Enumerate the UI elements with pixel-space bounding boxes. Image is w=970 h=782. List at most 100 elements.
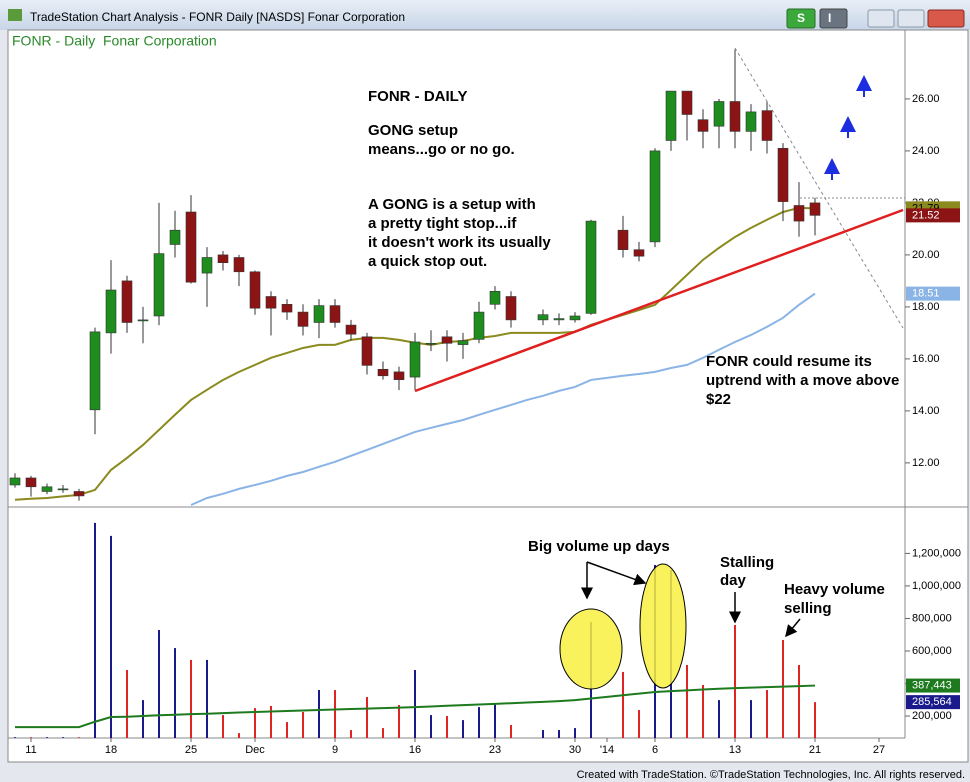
candle-body (441, 336, 453, 344)
y-tick-label: 18.00 (912, 301, 940, 313)
candle-body (537, 314, 549, 321)
candle-body (425, 342, 437, 345)
candle-body (121, 280, 133, 323)
arrow (785, 618, 801, 638)
x-tick-label: 16 (409, 744, 421, 756)
x-tick-label: 30 (569, 744, 581, 756)
candle-body (745, 111, 757, 132)
annotation: a quick stop out. (368, 253, 487, 270)
candle-body (57, 488, 69, 491)
candle-body (761, 110, 773, 141)
button-label[interactable]: S (797, 11, 805, 25)
candle-body (169, 229, 181, 245)
candle-body (297, 311, 309, 327)
candle-body (489, 290, 501, 305)
candle-body (729, 101, 741, 132)
x-tick-label: '14 (600, 744, 614, 756)
y-tick-label: 200,000 (912, 710, 952, 722)
candle-body (553, 318, 565, 321)
x-tick-label: 27 (873, 744, 885, 756)
candle-body (9, 477, 21, 486)
annotation: Heavy volume (784, 581, 885, 598)
last-value-box (906, 695, 960, 710)
trend-line (734, 47, 904, 329)
candle-body (185, 211, 197, 283)
annotation: uptrend with a move above (706, 372, 899, 389)
candle-body (265, 296, 277, 309)
minimize-button[interactable] (867, 9, 895, 28)
restore-button[interactable] (897, 9, 925, 28)
candle-body (633, 249, 645, 257)
candle-body (377, 368, 389, 377)
y-tick-label: 26.00 (912, 93, 940, 105)
last-value-box (906, 678, 960, 693)
candle-body (41, 486, 53, 492)
candle-body (649, 150, 661, 243)
candle-body (409, 341, 421, 378)
last-value-label: 387,443 (912, 679, 952, 691)
y-tick-label: 20.00 (912, 249, 940, 261)
y-tick-label: 1,200,000 (912, 547, 961, 559)
highlight (639, 563, 687, 689)
y-tick-label: 16.00 (912, 353, 940, 365)
close-button[interactable] (927, 9, 965, 28)
last-value-box (906, 286, 960, 301)
last-value-label: 21.52 (912, 209, 940, 221)
candle-body (617, 229, 629, 250)
footer: Created with TradeStation. ©TradeStation… (577, 769, 965, 781)
x-tick-label: 21 (809, 744, 821, 756)
candle-body (217, 254, 229, 263)
candle-body (697, 119, 709, 132)
button[interactable] (786, 8, 816, 29)
x-tick-label: 13 (729, 744, 741, 756)
trend-line (414, 208, 904, 393)
candle-body (665, 90, 677, 141)
annotation: $22 (706, 391, 731, 408)
candle-body (713, 101, 725, 127)
x-tick-label: Dec (245, 744, 265, 756)
annotation: a pretty tight stop...if (368, 215, 517, 232)
candle-body (777, 147, 789, 202)
annotation: means...go or no go. (368, 141, 515, 158)
candle-body (137, 319, 149, 322)
candle-body (585, 220, 597, 314)
candle-body (153, 253, 165, 317)
x-tick-label: 11 (25, 744, 36, 756)
y-tick-label: 14.00 (912, 405, 940, 417)
app-icon (8, 9, 22, 21)
candle-body (345, 324, 357, 335)
x-tick-label: 9 (332, 744, 338, 756)
annotation: FONR could resume its (706, 353, 872, 370)
candle-body (73, 491, 85, 497)
button[interactable] (819, 8, 848, 29)
candle-body (361, 336, 373, 366)
candle-body (25, 477, 37, 488)
candle-body (281, 303, 293, 313)
y-tick-label: 24.00 (912, 145, 940, 157)
candle-body (249, 271, 261, 309)
annotation: A GONG is a setup with (368, 196, 536, 213)
annotation: GONG setup (368, 122, 458, 139)
plot: 12.0014.0016.0018.0020.0022.0024.0026.00… (9, 49, 961, 756)
x-tick-label: 23 (489, 744, 501, 756)
x-tick-label: 18 (105, 744, 117, 756)
candle-body (393, 371, 405, 380)
x-tick-label: 6 (652, 744, 658, 756)
annotation: Stalling (720, 554, 774, 571)
moving-average (190, 292, 816, 506)
candle-body (457, 340, 469, 345)
y-tick-label: 600,000 (912, 645, 952, 657)
chart-area (7, 29, 969, 763)
candle-body (201, 257, 213, 274)
button-label[interactable]: I (828, 11, 831, 25)
last-value-label: 18.51 (912, 288, 940, 300)
y-tick-label: 1,000,000 (912, 580, 961, 592)
moving-average (15, 684, 816, 729)
annotation: it doesn't work its usually (368, 234, 551, 251)
candle-body (89, 331, 101, 411)
highlight (559, 608, 623, 690)
last-value-label: 285,564 (912, 696, 952, 708)
last-value-box (906, 208, 960, 223)
y-tick-label: 800,000 (912, 612, 952, 624)
